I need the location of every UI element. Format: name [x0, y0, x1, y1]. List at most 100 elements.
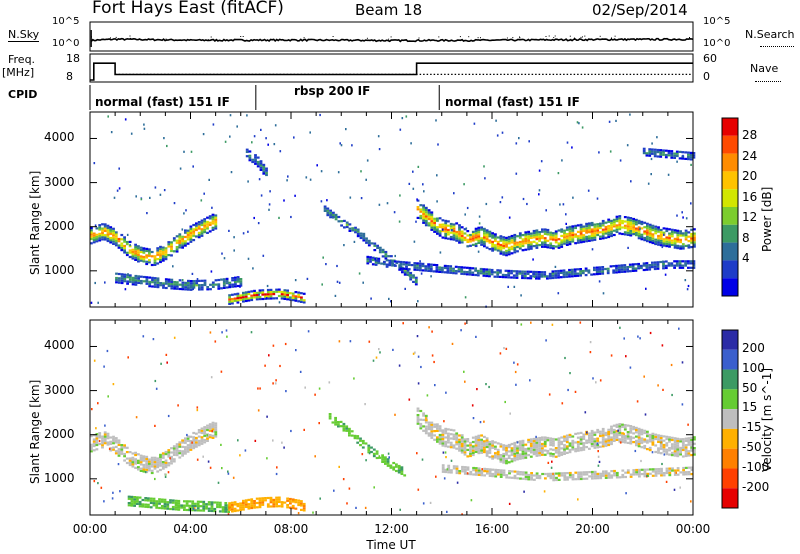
velocity-cell	[538, 452, 541, 455]
power-cell	[228, 300, 231, 303]
velocity-cell	[477, 436, 481, 439]
velocity-cell	[167, 464, 171, 467]
velocity-cell	[543, 453, 547, 456]
power-cell	[642, 264, 646, 267]
power-cell	[414, 278, 418, 282]
velocity-cell	[687, 454, 691, 457]
power-cell	[416, 206, 420, 209]
velocity-scatter	[461, 513, 463, 516]
velocity-cell	[568, 435, 572, 439]
power-scatter	[193, 282, 196, 285]
velocity-cell	[117, 452, 121, 455]
velocity-cell	[120, 448, 124, 451]
velocity-cell	[640, 468, 644, 471]
velocity-cell	[419, 418, 423, 421]
velocity-cell	[159, 468, 162, 472]
power-scatter	[378, 148, 381, 151]
velocity-scatter	[166, 361, 168, 364]
velocity-cell	[599, 441, 602, 444]
power-cell	[673, 229, 677, 232]
velocity-cell	[538, 441, 541, 444]
velocity-cell	[171, 508, 175, 511]
velocity-cell	[161, 465, 165, 468]
power-scatter	[496, 134, 499, 137]
power-cell	[90, 233, 93, 236]
power-cell	[488, 273, 491, 276]
power-scatter	[236, 277, 239, 280]
power-scatter	[676, 160, 678, 163]
velocity-cell	[192, 438, 196, 441]
velocity-cell	[392, 468, 396, 471]
power-cell	[203, 222, 207, 225]
power-scatter	[253, 216, 255, 220]
velocity-cell	[502, 452, 506, 456]
velocity-cell	[153, 456, 157, 459]
power-cell	[435, 270, 439, 273]
velocity-cell	[463, 466, 467, 469]
power-cell	[253, 289, 256, 292]
power-cell	[507, 276, 511, 279]
velocity-scatter	[107, 395, 109, 398]
power-cell	[211, 228, 215, 231]
velocity-cell	[455, 465, 459, 468]
velocity-cell	[106, 437, 110, 440]
velocity-cell	[648, 446, 652, 449]
power-cell	[378, 251, 382, 254]
velocity-cell	[521, 448, 525, 451]
velocity-scatter	[417, 382, 420, 385]
velocity-cell	[286, 499, 289, 502]
power-cell	[689, 158, 693, 161]
velocity-colorbar-swatch	[722, 448, 738, 469]
velocity-scatter	[634, 449, 637, 453]
velocity-scatter	[443, 420, 445, 423]
velocity-cell	[684, 454, 688, 458]
velocity-cell	[161, 456, 165, 459]
velocity-cell	[153, 467, 157, 470]
power-cell	[103, 229, 107, 232]
velocity-cell	[149, 501, 153, 504]
power-cell	[607, 218, 611, 221]
velocity-cell	[163, 500, 167, 504]
velocity-cell	[518, 444, 522, 447]
velocity-cell	[302, 502, 306, 506]
velocity-scatter	[164, 473, 166, 476]
velocity-cell	[499, 456, 503, 459]
velocity-cell	[289, 502, 292, 505]
velocity-cell	[178, 441, 182, 444]
velocity-cell	[427, 425, 431, 429]
power-cell	[593, 273, 596, 276]
velocity-cell	[258, 506, 262, 509]
velocity-cell	[189, 440, 193, 443]
velocity-cell	[125, 457, 129, 460]
power-cell	[579, 228, 583, 231]
power-cell	[474, 232, 478, 235]
velocity-scatter	[416, 335, 419, 338]
power-cell	[297, 293, 301, 296]
velocity-scatter	[471, 404, 474, 407]
velocity-scatter	[155, 387, 158, 390]
velocity-cell	[643, 440, 647, 443]
power-cell	[258, 295, 262, 299]
power-cell	[607, 229, 611, 232]
power-cell	[469, 244, 472, 247]
power-cell	[693, 228, 696, 231]
power-cell	[184, 231, 187, 234]
power-cell	[112, 232, 115, 235]
power-cell	[690, 246, 693, 249]
velocity-scatter	[619, 326, 621, 329]
power-cell	[254, 154, 257, 157]
velocity-cell	[615, 438, 619, 441]
power-cell	[211, 226, 215, 229]
velocity-cell	[474, 448, 478, 451]
power-cell	[640, 233, 644, 236]
x-tick-label: 12:00	[374, 522, 409, 536]
velocity-cell	[433, 438, 436, 441]
velocity-cell	[131, 456, 135, 459]
power-scatter	[163, 189, 166, 192]
power-cell	[444, 230, 448, 233]
power-cell	[259, 164, 263, 167]
power-cell	[679, 232, 682, 235]
power-scatter	[499, 201, 502, 204]
power-cell	[117, 237, 121, 241]
power-cell	[593, 230, 597, 233]
